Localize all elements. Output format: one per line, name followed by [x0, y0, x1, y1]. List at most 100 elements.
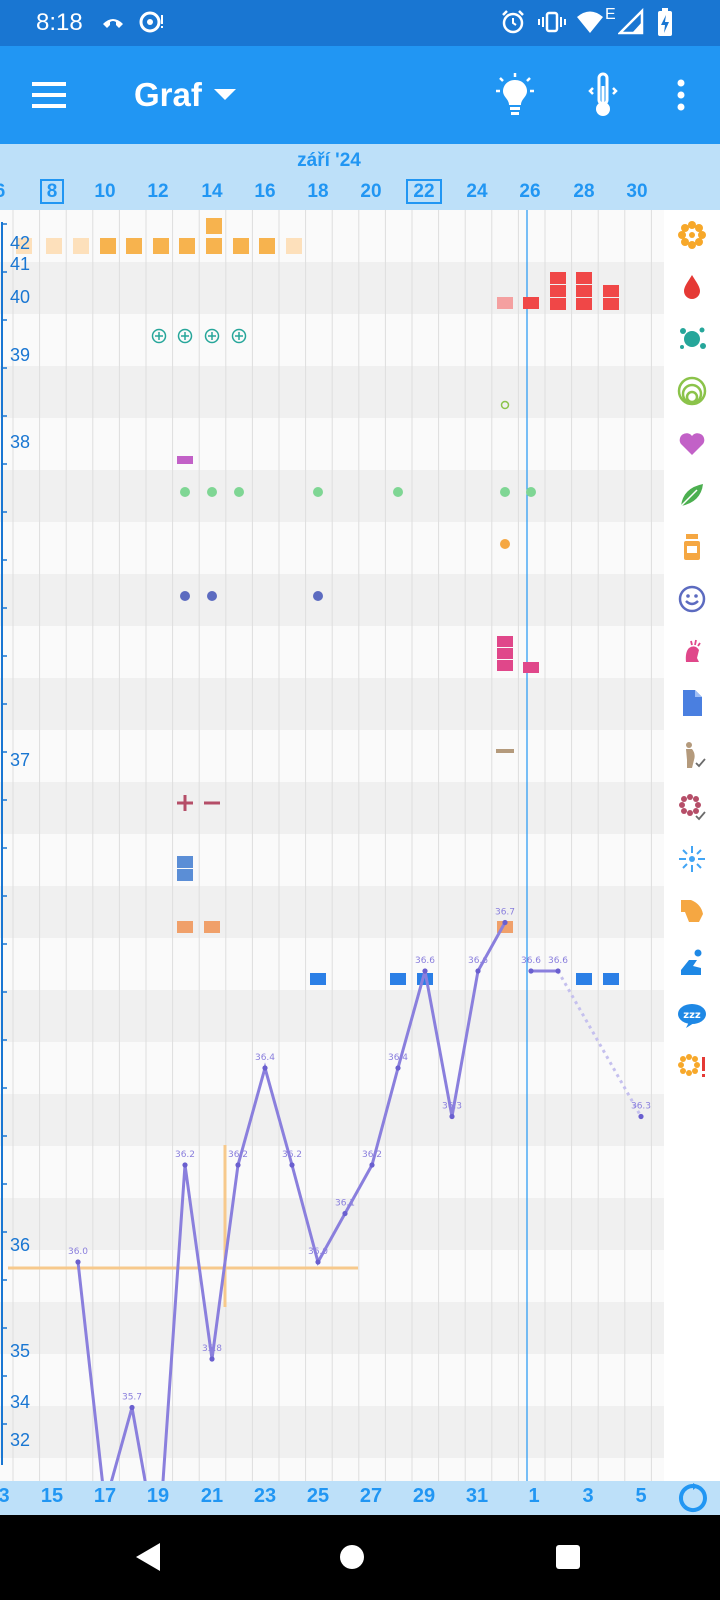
pain-marker[interactable]: [523, 662, 539, 673]
period-marker[interactable]: [576, 272, 592, 284]
herb-marker[interactable]: [207, 487, 217, 497]
date-header-day[interactable]: 14: [192, 181, 232, 203]
date-header-day[interactable]: 10: [85, 181, 125, 203]
back-icon[interactable]: [134, 1541, 164, 1573]
date-header-day[interactable]: 26: [510, 181, 550, 203]
date-header-day[interactable]: 16: [245, 181, 285, 203]
herb-marker[interactable]: [234, 487, 244, 497]
temperature-point[interactable]: [422, 968, 428, 974]
fertile-marker[interactable]: [286, 238, 302, 254]
test-positive-marker[interactable]: [177, 795, 193, 811]
dropdown-arrow-icon[interactable]: [202, 72, 248, 118]
temperature-point[interactable]: [638, 1113, 644, 1120]
temperature-point[interactable]: [235, 1162, 241, 1168]
fertile-marker[interactable]: [206, 218, 222, 234]
mucus-marker[interactable]: [500, 400, 510, 410]
temperature-point[interactable]: [528, 968, 534, 974]
intercourse-icon[interactable]: [677, 896, 707, 926]
medicine-marker[interactable]: [500, 539, 510, 549]
recents-icon[interactable]: [554, 1543, 582, 1571]
fertile-marker[interactable]: [73, 238, 89, 254]
period-marker[interactable]: [550, 298, 566, 310]
period-marker[interactable]: [603, 285, 619, 297]
fertile-marker[interactable]: [233, 238, 249, 254]
herb-marker[interactable]: [313, 487, 323, 497]
temperature-point[interactable]: [475, 968, 481, 974]
exercise-icon[interactable]: [677, 948, 707, 978]
period-marker[interactable]: [576, 298, 592, 310]
date-header-day[interactable]: 30: [617, 181, 657, 203]
cervix-marker[interactable]: [204, 328, 220, 344]
temperature-point[interactable]: [289, 1162, 295, 1168]
temperature-point[interactable]: [262, 1065, 268, 1071]
herb-marker[interactable]: [526, 487, 536, 497]
medicine-bottle-icon[interactable]: [677, 532, 707, 562]
temperature-point[interactable]: [209, 1356, 215, 1362]
temperature-point[interactable]: [315, 1259, 321, 1265]
fertile-marker[interactable]: [46, 238, 62, 254]
sleep-icon[interactable]: zzz: [677, 1000, 707, 1030]
herb-marker[interactable]: [393, 487, 403, 497]
thermometer-icon[interactable]: [580, 72, 626, 118]
period-marker[interactable]: [550, 285, 566, 297]
exercise-marker[interactable]: [576, 973, 592, 985]
more-vert-icon[interactable]: [658, 72, 704, 118]
heart-icon[interactable]: [677, 428, 707, 458]
date-header-day[interactable]: 18: [298, 181, 338, 203]
date-header-day[interactable]: 8: [32, 179, 72, 204]
temperature-point[interactable]: [502, 919, 508, 926]
herb-marker[interactable]: [500, 487, 510, 497]
fertile-marker[interactable]: [206, 238, 222, 254]
temperature-point[interactable]: [342, 1210, 348, 1217]
drop-icon[interactable]: [677, 272, 707, 302]
date-header-day[interactable]: 6: [0, 181, 20, 203]
date-header-day[interactable]: 28: [564, 181, 604, 203]
date-header-day[interactable]: 12: [138, 181, 178, 203]
fertile-marker[interactable]: [259, 238, 275, 254]
intercourse-marker[interactable]: [177, 921, 193, 933]
period-marker[interactable]: [523, 297, 539, 309]
smiley-icon[interactable]: [677, 584, 707, 614]
pregnancy-test-marker[interactable]: [496, 749, 514, 753]
pain-marker[interactable]: [497, 648, 513, 659]
pain-marker[interactable]: [497, 636, 513, 647]
lightbulb-icon[interactable]: [492, 72, 538, 118]
leaf-icon[interactable]: [677, 480, 707, 510]
document-icon[interactable]: [677, 688, 707, 718]
period-marker[interactable]: [576, 285, 592, 297]
pregnancy-test-icon[interactable]: [677, 740, 707, 770]
date-header-day[interactable]: 24: [457, 181, 497, 203]
splash-icon[interactable]: [677, 324, 707, 354]
temperature-point[interactable]: [182, 1162, 188, 1168]
cervix-marker[interactable]: [231, 328, 247, 344]
date-header-day[interactable]: 22: [404, 179, 444, 204]
mood-marker[interactable]: [180, 591, 190, 601]
fertile-marker[interactable]: [179, 238, 195, 254]
temperature-point[interactable]: [369, 1162, 375, 1168]
temperature-point[interactable]: [449, 1113, 455, 1120]
period-marker[interactable]: [603, 298, 619, 310]
home-icon[interactable]: [338, 1543, 366, 1571]
exercise-marker[interactable]: [310, 973, 326, 985]
flower-icon[interactable]: [677, 220, 707, 250]
rings-icon[interactable]: [677, 376, 707, 406]
temperature-point[interactable]: [75, 1259, 81, 1265]
exercise-marker[interactable]: [390, 973, 406, 985]
fertile-marker[interactable]: [16, 238, 32, 254]
date-header-day[interactable]: 20: [351, 181, 391, 203]
period-marker[interactable]: [550, 272, 566, 284]
sparkle-marker[interactable]: [177, 856, 193, 868]
page-title[interactable]: Graf: [134, 76, 202, 113]
sparkle-icon[interactable]: [677, 844, 707, 874]
temperature-point[interactable]: [129, 1404, 135, 1411]
temperature-point[interactable]: [555, 968, 561, 974]
flower-check-icon[interactable]: [677, 792, 707, 822]
pain-icon[interactable]: [677, 636, 707, 666]
cervix-marker[interactable]: [151, 328, 167, 344]
fertile-marker[interactable]: [153, 238, 169, 254]
herb-marker[interactable]: [180, 487, 190, 497]
flower-alert-icon[interactable]: [677, 1052, 707, 1082]
menu-icon[interactable]: [26, 72, 72, 118]
temperature-point[interactable]: [395, 1065, 401, 1071]
mood-marker[interactable]: [313, 591, 323, 601]
